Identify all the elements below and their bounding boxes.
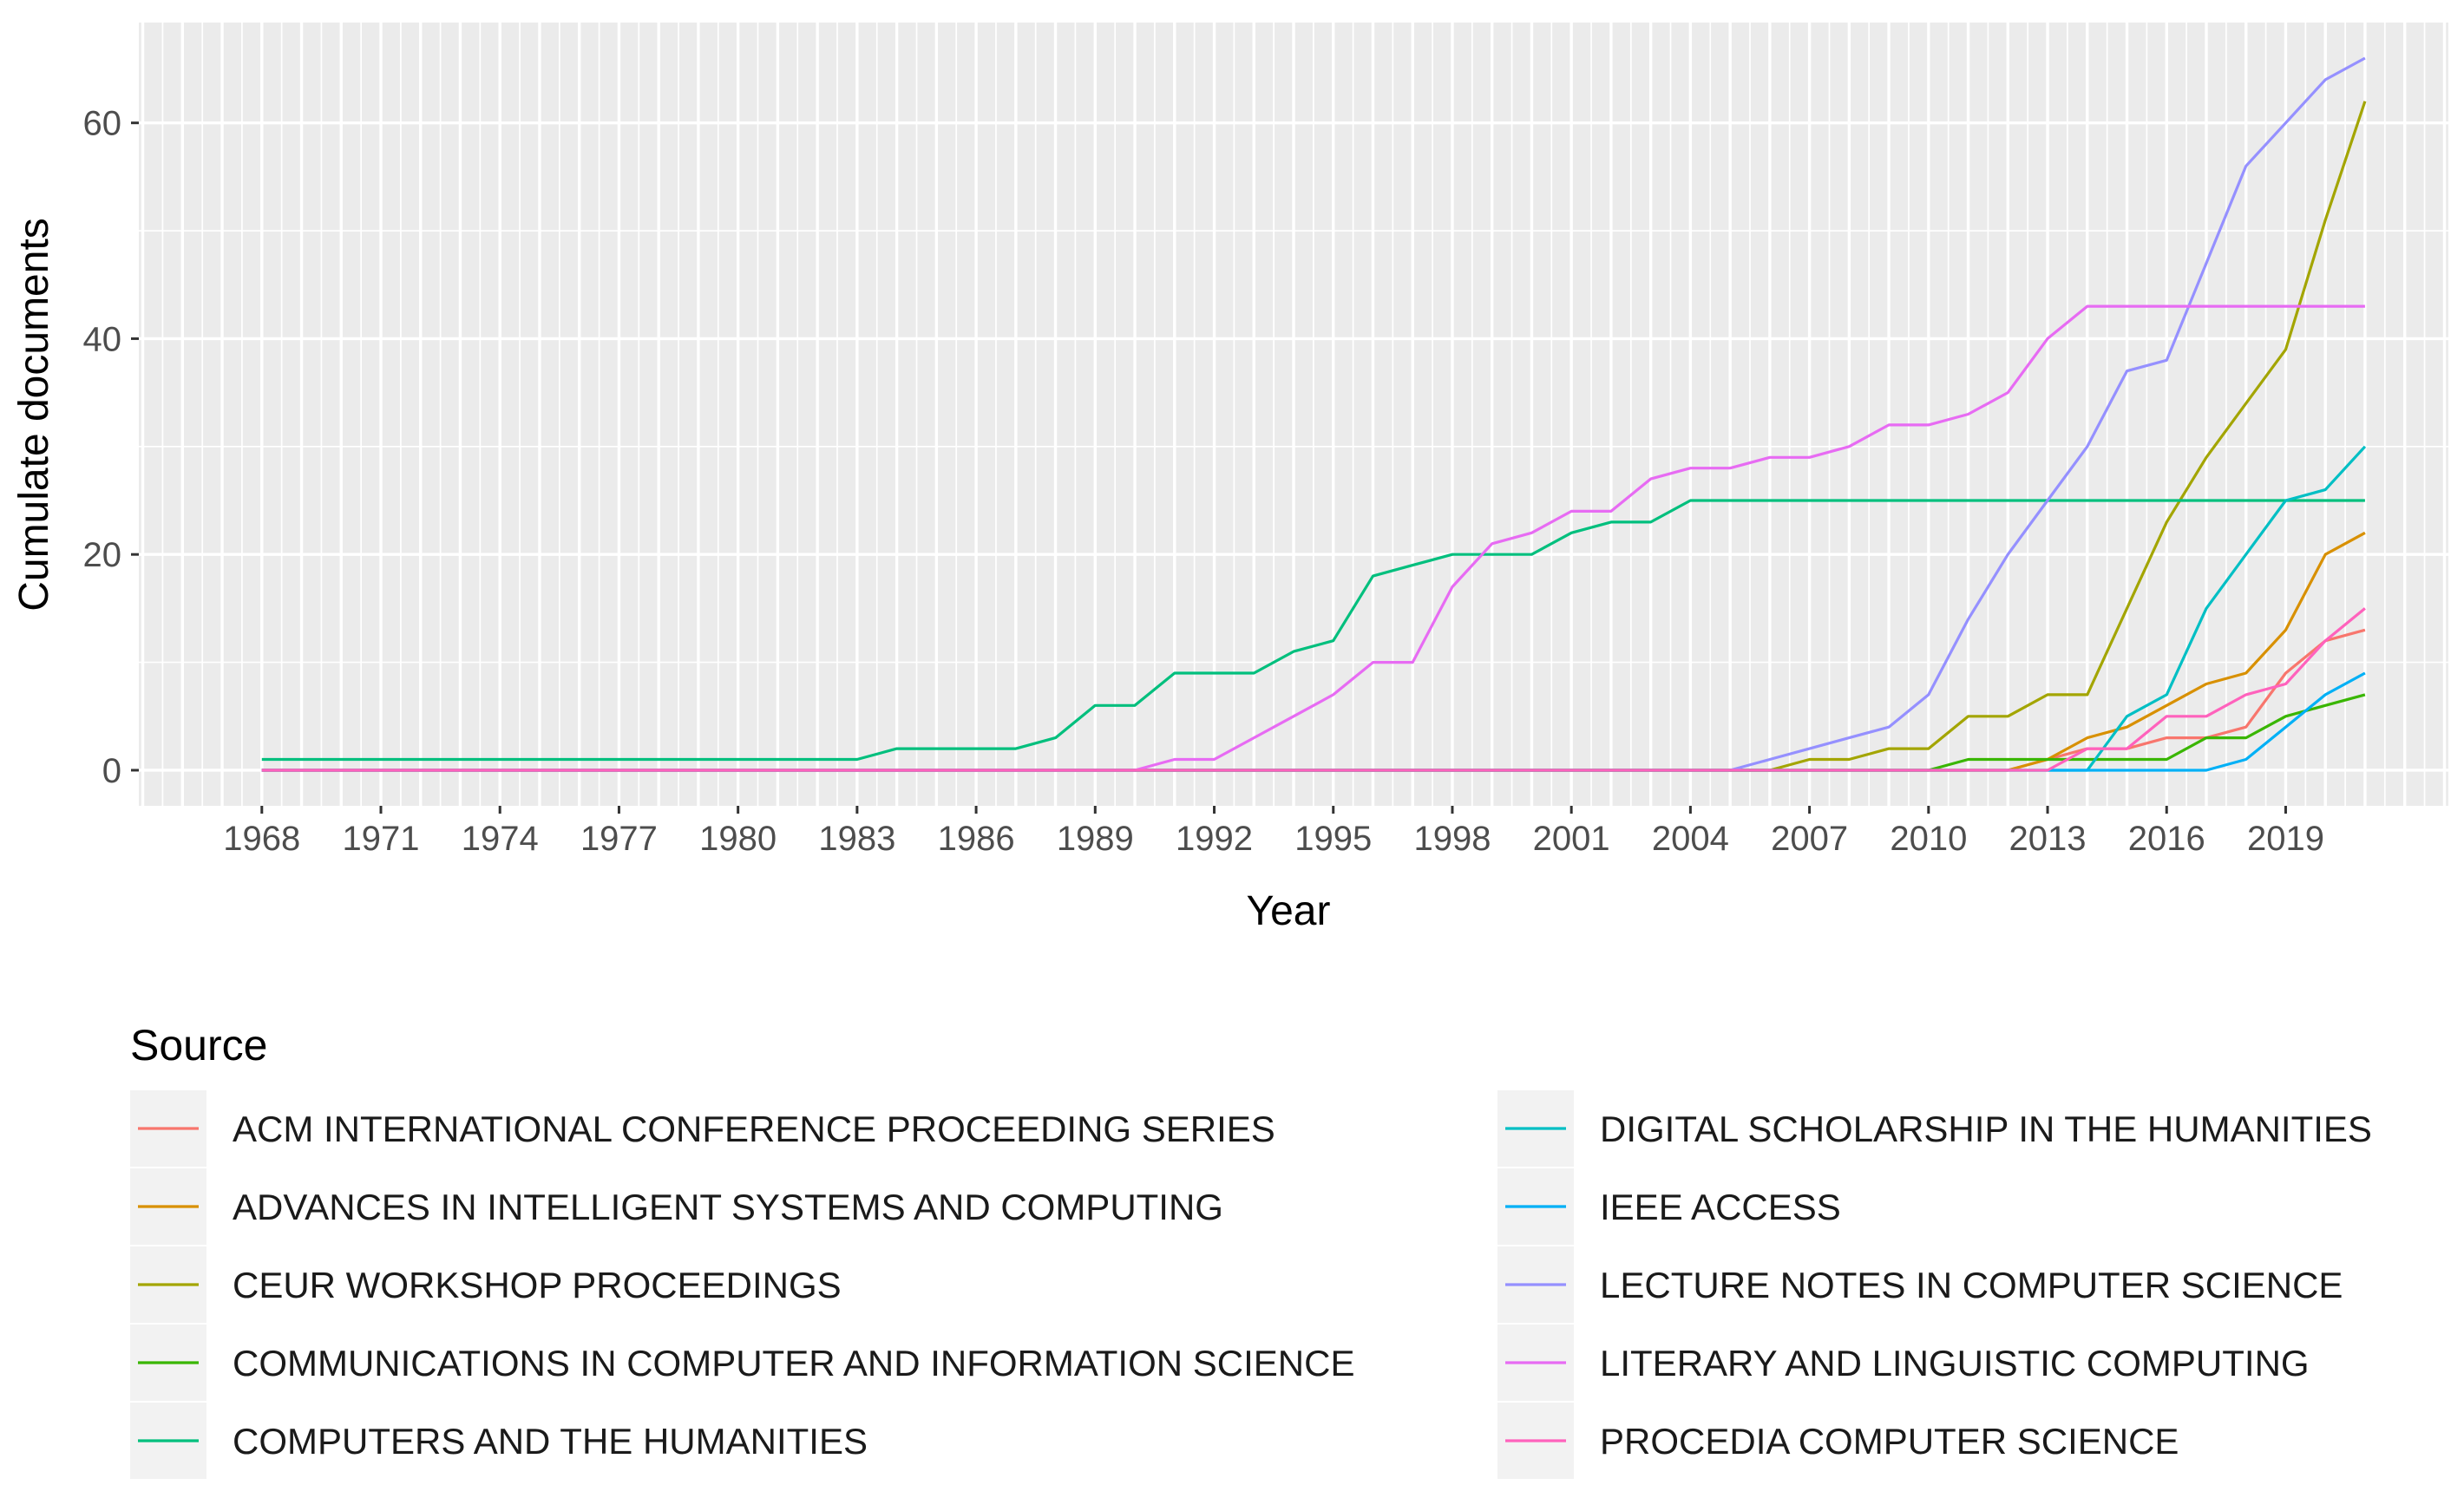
legend-label: COMPUTERS AND THE HUMANITIES: [233, 1421, 868, 1462]
x-tick-label: 1983: [818, 820, 895, 858]
legend: ACM INTERNATIONAL CONFERENCE PROCEEDING …: [130, 1090, 2372, 1479]
series-lines: [261, 56, 2367, 772]
series-line-5: [261, 499, 2365, 762]
x-tick-label: 1980: [699, 820, 777, 858]
legend-label: PROCEDIA COMPUTER SCIENCE: [1600, 1421, 2179, 1462]
x-tick-label: 1998: [1413, 820, 1491, 858]
series-line-8: [261, 56, 2366, 772]
legend-item: LECTURE NOTES IN COMPUTER SCIENCE: [1497, 1246, 2343, 1323]
x-tick-label: 1992: [1176, 820, 1253, 858]
legend-item: DIGITAL SCHOLARSHIP IN THE HUMANITIES: [1497, 1090, 2372, 1167]
y-axis-title: Cumulate documents: [11, 218, 57, 612]
legend-label: ADVANCES IN INTELLIGENT SYSTEMS AND COMP…: [233, 1187, 1223, 1227]
legend-item: ACM INTERNATIONAL CONFERENCE PROCEEDING …: [130, 1090, 1275, 1167]
x-tick-label: 2013: [2009, 820, 2087, 858]
legend-title: Source: [130, 1021, 267, 1070]
x-tick-label: 2001: [1533, 820, 1610, 858]
y-tick-label: 40: [83, 320, 122, 358]
legend-label: IEEE ACCESS: [1600, 1187, 1841, 1227]
x-tick-label: 1986: [938, 820, 1015, 858]
legend-item: IEEE ACCESS: [1497, 1168, 1841, 1245]
x-tick-label: 1968: [223, 820, 300, 858]
x-tick-label: 1995: [1294, 820, 1372, 858]
axis-ticks: [131, 121, 2287, 814]
legend-item: LITERARY AND LINGUISTIC COMPUTING: [1497, 1325, 2310, 1401]
legend-label: CEUR WORKSHOP PROCEEDINGS: [233, 1265, 842, 1305]
x-tick-label: 1977: [580, 820, 658, 858]
y-tick-label: 60: [83, 105, 122, 143]
series-line-6: [261, 445, 2367, 772]
series-line-9: [261, 304, 2365, 772]
x-tick-label: 2016: [2128, 820, 2205, 858]
legend-label: ACM INTERNATIONAL CONFERENCE PROCEEDING …: [233, 1109, 1275, 1149]
series-line-2: [261, 531, 2366, 772]
legend-label: LECTURE NOTES IN COMPUTER SCIENCE: [1600, 1265, 2343, 1305]
x-axis-title: Year: [1247, 888, 1331, 934]
legend-label: LITERARY AND LINGUISTIC COMPUTING: [1600, 1343, 2310, 1384]
legend-item: ADVANCES IN INTELLIGENT SYSTEMS AND COMP…: [130, 1168, 1223, 1245]
x-tick-label: 2019: [2247, 820, 2324, 858]
legend-item: COMPUTERS AND THE HUMANITIES: [130, 1403, 868, 1479]
x-tick-label: 2010: [1890, 820, 1967, 858]
legend-item: COMMUNICATIONS IN COMPUTER AND INFORMATI…: [130, 1325, 1354, 1401]
minor-gridlines: [139, 23, 2448, 806]
series-line-4: [261, 693, 2366, 772]
y-tick-label: 20: [83, 536, 122, 574]
legend-item: PROCEDIA COMPUTER SCIENCE: [1497, 1403, 2179, 1479]
x-tick-label: 1974: [462, 820, 539, 858]
x-tick-label: 2007: [1771, 820, 1848, 858]
y-axis-tick-labels: 0 20 40 60: [83, 105, 122, 790]
series-line-3: [261, 101, 2367, 772]
x-tick-label: 2004: [1652, 820, 1729, 858]
x-tick-label: 1971: [343, 820, 420, 858]
legend-label: DIGITAL SCHOLARSHIP IN THE HUMANITIES: [1600, 1109, 2372, 1149]
y-tick-label: 0: [102, 752, 121, 790]
major-gridlines: [139, 23, 2448, 806]
legend-label: COMMUNICATIONS IN COMPUTER AND INFORMATI…: [233, 1343, 1354, 1384]
legend-item: CEUR WORKSHOP PROCEEDINGS: [130, 1246, 842, 1323]
x-axis-tick-labels: 1968 1971 1974 1977 1980 1983 1986 1989 1992 1995…: [223, 820, 2324, 858]
x-tick-label: 1989: [1057, 820, 1134, 858]
series-line-10: [261, 607, 2366, 772]
